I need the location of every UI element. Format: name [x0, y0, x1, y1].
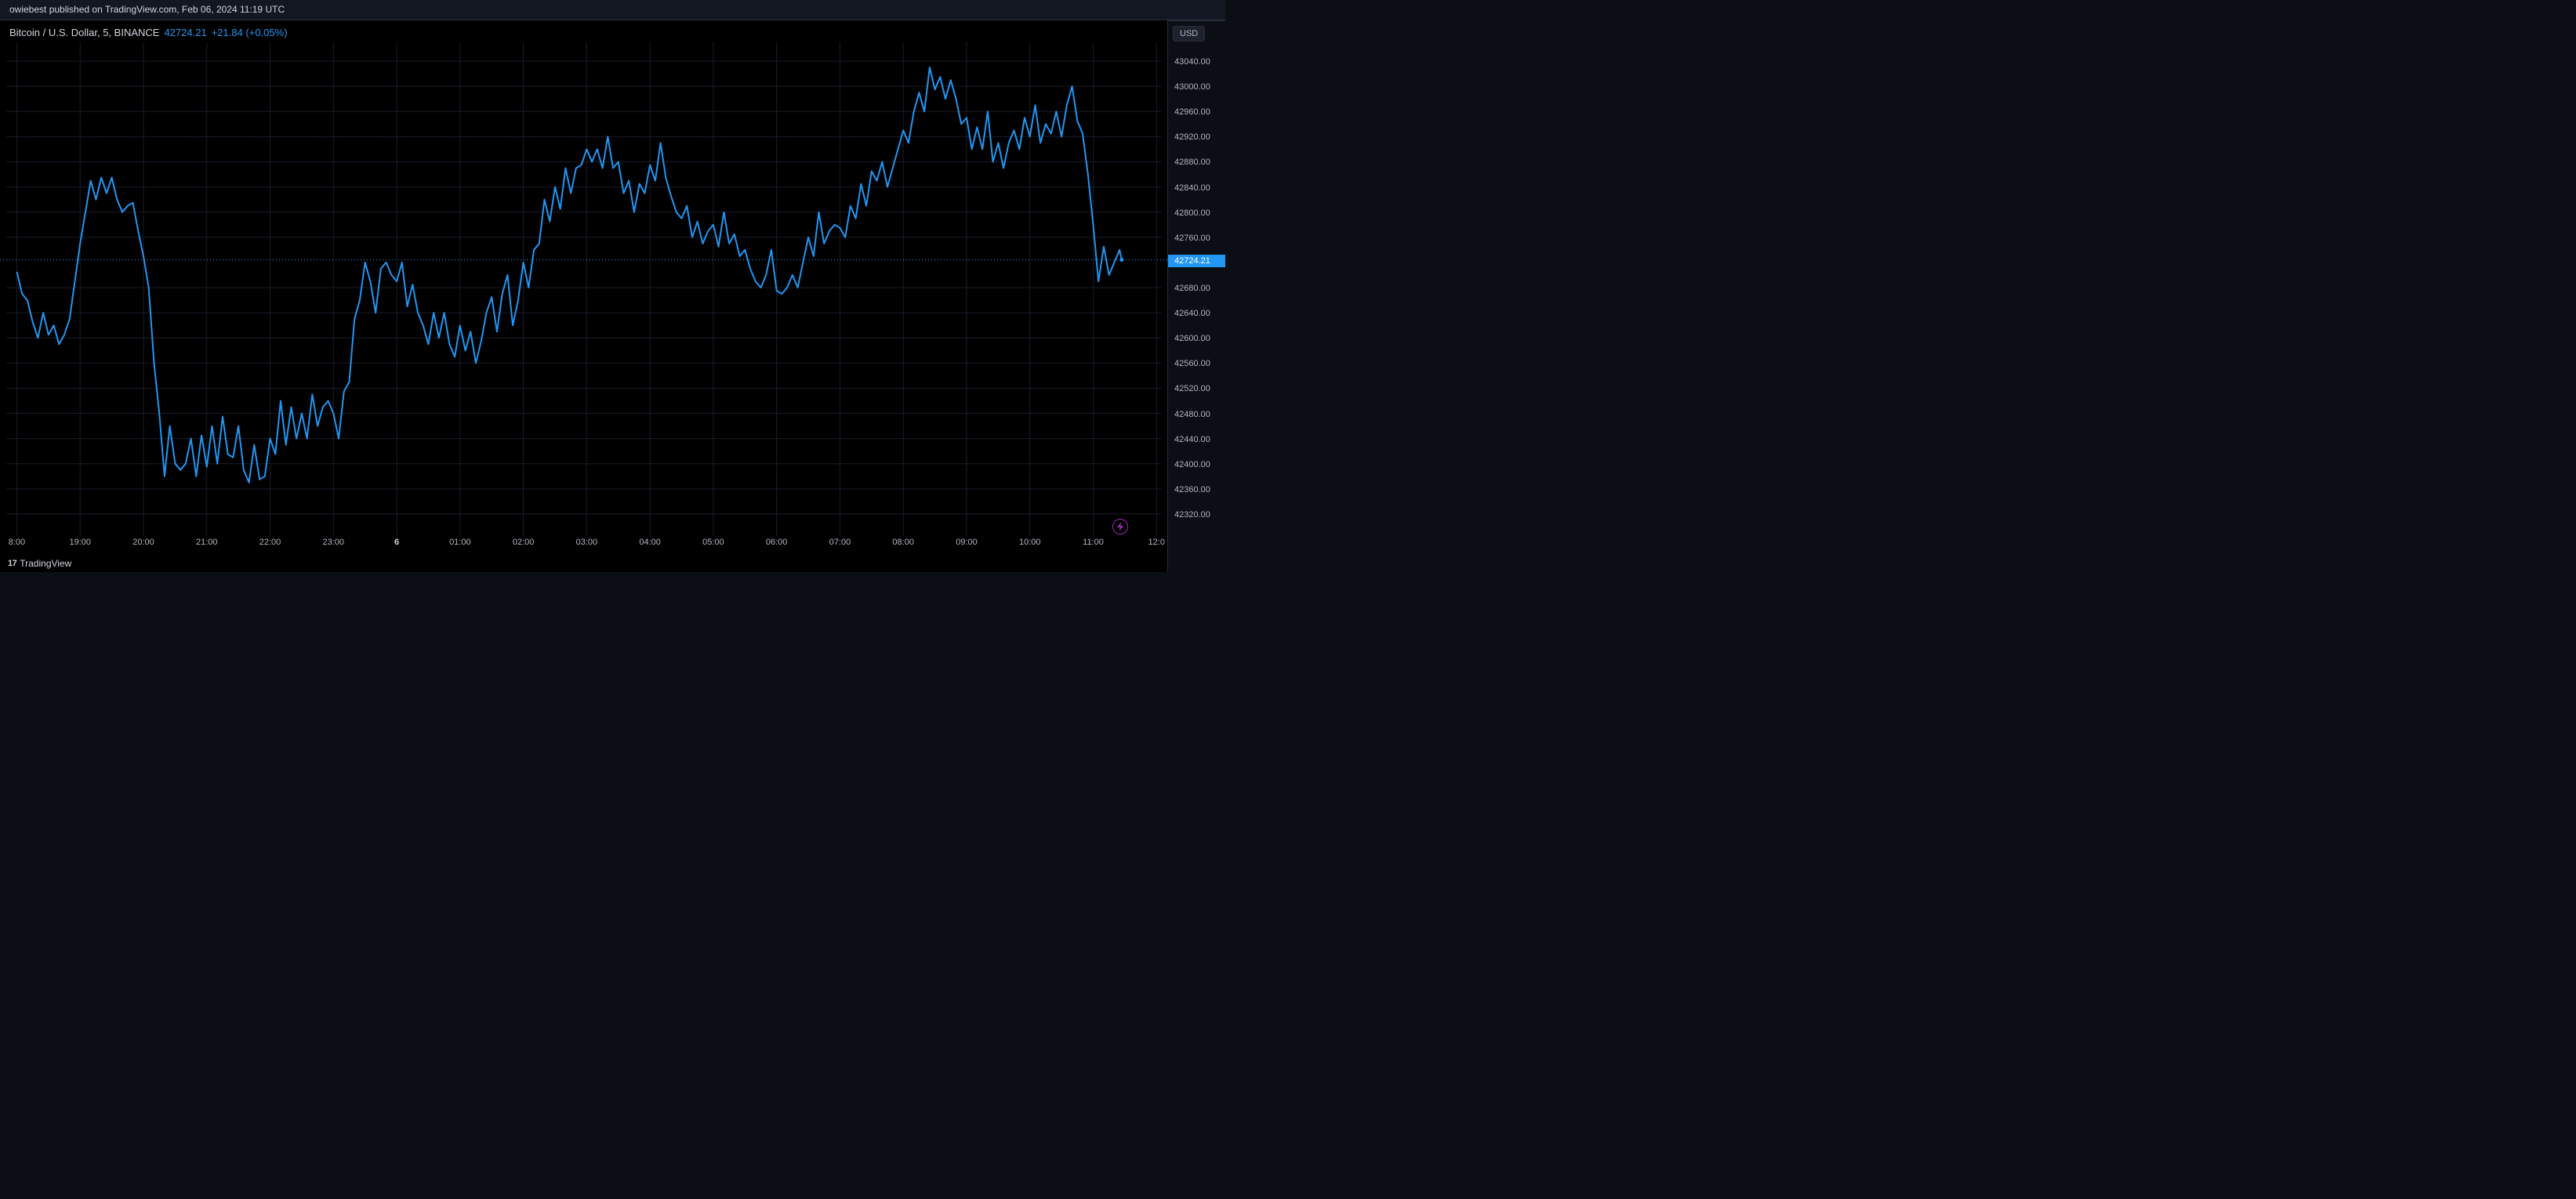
x-tick-label: 06:00: [766, 538, 788, 547]
y-tick-label: 42840.00: [1174, 183, 1210, 193]
x-tick-label: 12:0: [1148, 538, 1165, 547]
x-tick-label: 22:00: [259, 538, 281, 547]
y-axis[interactable]: USD 43040.00 43000.00 42960.00 42920.00 4288…: [1168, 20, 1225, 572]
x-tick-label: 11:00: [1083, 538, 1104, 547]
x-tick-label: 07:00: [829, 538, 851, 547]
y-tick-label: 42600.00: [1174, 334, 1210, 343]
current-price-badge: 42724.21: [1168, 255, 1225, 267]
main-container: Bitcoin / U.S. Dollar, 5, BINANCE 42724.…: [0, 20, 1225, 572]
chart-area[interactable]: Bitcoin / U.S. Dollar, 5, BINANCE 42724.…: [0, 20, 1168, 572]
x-tick-label: 01:00: [449, 538, 471, 547]
chart-svg: [0, 20, 1168, 572]
y-tick-label: 42360.00: [1174, 485, 1210, 494]
y-tick-label: 43040.00: [1174, 57, 1210, 67]
footer-brand-text: TradingView: [20, 558, 71, 569]
x-tick-label: 02:00: [513, 538, 535, 547]
publish-text: owiebest published on TradingView.com, F…: [9, 4, 285, 15]
y-tick-label: 42440.00: [1174, 435, 1210, 444]
x-axis: 8:00 19:00 20:00 21:00 22:00 23:00 6 01:00 02:00…: [0, 538, 1167, 553]
legend-change: +21.84 (+0.05%): [212, 27, 288, 38]
footer-logo-icon: 17: [8, 559, 16, 568]
y-tick-label: 43000.00: [1174, 82, 1210, 92]
footer-brand[interactable]: 17 TradingView: [8, 558, 71, 569]
chart-legend: Bitcoin / U.S. Dollar, 5, BINANCE 42724.…: [9, 27, 288, 38]
legend-price: 42724.21: [164, 27, 206, 38]
x-tick-label: 03:00: [576, 538, 598, 547]
x-tick-label: 08:00: [892, 538, 914, 547]
x-tick-label: 23:00: [323, 538, 345, 547]
y-tick-label: 42560.00: [1174, 359, 1210, 368]
y-tick-label: 42480.00: [1174, 410, 1210, 419]
x-tick-label: 6: [394, 538, 399, 547]
y-tick-label: 42400.00: [1174, 460, 1210, 469]
y-tick-label: 42800.00: [1174, 208, 1210, 218]
x-tick-label: 21:00: [196, 538, 218, 547]
x-tick-label: 10:00: [1019, 538, 1041, 547]
x-tick-label: 20:00: [132, 538, 154, 547]
x-tick-label: 05:00: [702, 538, 724, 547]
y-tick-label: 42920.00: [1174, 132, 1210, 142]
x-tick-label: 09:00: [956, 538, 978, 547]
y-tick-label: 42760.00: [1174, 234, 1210, 243]
y-tick-label: 42520.00: [1174, 384, 1210, 393]
legend-symbol: Bitcoin / U.S. Dollar, 5, BINANCE: [9, 27, 159, 38]
y-tick-label: 42640.00: [1174, 309, 1210, 318]
x-tick-label: 8:00: [9, 538, 25, 547]
currency-badge[interactable]: USD: [1173, 26, 1205, 42]
y-tick-label: 42320.00: [1174, 510, 1210, 520]
x-tick-label: 04:00: [639, 538, 661, 547]
y-tick-label: 42680.00: [1174, 284, 1210, 293]
x-tick-label: 19:00: [69, 538, 91, 547]
lightning-icon[interactable]: [1112, 519, 1128, 534]
y-tick-label: 42960.00: [1174, 107, 1210, 117]
publish-bar: owiebest published on TradingView.com, F…: [0, 0, 1225, 20]
y-tick-label: 42880.00: [1174, 158, 1210, 167]
